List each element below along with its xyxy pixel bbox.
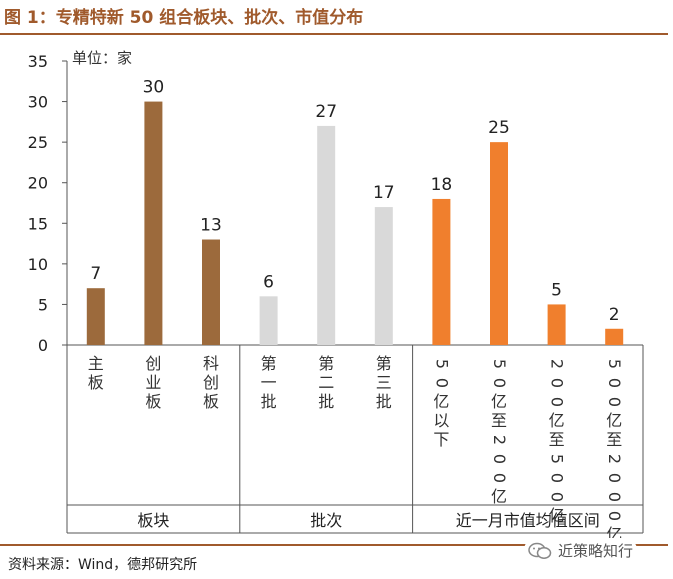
y-tick-label: 0 — [38, 336, 48, 355]
x-tick-label-char: 板 — [88, 373, 104, 392]
x-tick-label-char: 业 — [145, 373, 161, 392]
title-rule — [0, 33, 668, 35]
x-tick-label-char: 二 — [318, 373, 334, 392]
y-tick-label: 30 — [28, 93, 48, 112]
wechat-icon — [528, 542, 552, 559]
watermark-text: 近策略知行 — [558, 542, 634, 560]
x-tick-label-char: 第 — [376, 354, 392, 373]
x-tick-label-char: 下 — [433, 430, 449, 449]
data-label: 7 — [90, 264, 101, 284]
bar — [547, 304, 566, 345]
watermark: 近策略知行 — [524, 538, 638, 563]
data-label: 5 — [551, 280, 562, 300]
bar — [317, 125, 336, 346]
x-tick-label-char: 板 — [145, 392, 161, 411]
data-label: 13 — [200, 216, 222, 236]
x-tick-label-char: 一 — [261, 373, 277, 392]
x-tick-label-char: 第 — [318, 354, 334, 373]
x-tick-label-char: 创 — [203, 373, 219, 392]
y-tick-label: 35 — [28, 52, 48, 71]
x-tick-label-char: 0 — [605, 492, 624, 502]
x-tick-label-char: 主 — [88, 354, 104, 373]
y-tick-label: 5 — [38, 295, 48, 314]
x-tick-label-char: 0 — [605, 473, 624, 483]
x-tick-label-char: 至 — [549, 430, 565, 449]
x-tick-label-char: 亿 — [491, 487, 507, 506]
x-tick-label-char: 第 — [261, 354, 277, 373]
y-tick-label: 25 — [28, 133, 48, 152]
x-tick-label-char: 批 — [261, 392, 277, 411]
x-tick-label-char: 至 — [606, 430, 622, 449]
unit-label: 单位：家 — [72, 49, 132, 67]
data-label: 2 — [609, 305, 620, 325]
x-tick-label-char: 0 — [490, 378, 509, 388]
bar-chart: 单位：家051015202530357主板30创业板13科创板板块6第一批27第… — [28, 49, 644, 541]
y-tick-label: 15 — [28, 214, 48, 233]
x-tick-label-char: 2 — [548, 359, 567, 369]
x-tick-label-char: 2 — [605, 454, 624, 464]
x-tick-label-char: 0 — [490, 454, 509, 464]
data-label: 17 — [373, 183, 395, 203]
x-tick-label-char: 亿 — [549, 506, 565, 525]
x-tick-label-char: 5 — [605, 359, 624, 369]
data-label: 18 — [431, 175, 453, 195]
bar — [490, 142, 508, 345]
bar — [374, 207, 393, 345]
x-tick-label-char: 0 — [490, 473, 509, 483]
x-tick-label-char: 0 — [605, 397, 624, 407]
x-tick-label-char: 以 — [433, 411, 449, 430]
data-label: 27 — [315, 102, 337, 122]
x-tick-label-char: 5 — [548, 454, 567, 464]
x-tick-label-char: 0 — [432, 378, 451, 388]
data-label: 25 — [488, 118, 510, 138]
x-tick-label-char: 批 — [318, 392, 334, 411]
x-tick-label-char: 板 — [203, 392, 219, 411]
x-tick-label-char: 亿 — [433, 392, 449, 411]
x-tick-label-char: 创 — [145, 354, 161, 373]
x-tick-label-char: 0 — [605, 378, 624, 388]
x-tick-label-char: 批 — [376, 392, 392, 411]
x-tick-label-char: 亿 — [491, 392, 507, 411]
figure-title: 图 1：专精特新 50 组合板块、批次、市值分布 — [4, 8, 364, 28]
bar — [86, 288, 105, 345]
bar — [144, 101, 163, 345]
bar — [605, 328, 624, 345]
source-rule — [0, 544, 668, 546]
x-tick-label-char: 5 — [432, 359, 451, 369]
bar — [432, 198, 451, 345]
x-tick-label-char: 0 — [548, 397, 567, 407]
x-tick-label-char: 亿 — [549, 411, 565, 430]
bar — [202, 239, 220, 345]
x-tick-label-char: 0 — [605, 511, 624, 521]
x-tick-label-char: 2 — [490, 435, 509, 445]
group-label: 批次 — [310, 511, 342, 530]
y-tick-label: 10 — [28, 255, 48, 274]
group-label: 板块 — [137, 511, 169, 530]
y-tick-label: 20 — [28, 174, 48, 193]
data-label: 30 — [143, 78, 165, 98]
source-note: 资料来源：Wind，德邦研究所 — [8, 557, 198, 573]
group-label: 近一月市值均值区间 — [456, 511, 600, 530]
x-tick-label-char: 0 — [548, 492, 567, 502]
x-tick-label-char: 三 — [376, 373, 392, 392]
bar — [259, 296, 278, 345]
x-tick-label-char: 科 — [203, 354, 219, 373]
x-tick-label-char: 0 — [548, 473, 567, 483]
x-tick-label-char: 0 — [548, 378, 567, 388]
x-tick-label-char: 5 — [490, 359, 509, 369]
x-tick-label-char: 至 — [491, 411, 507, 430]
x-tick-label-char: 亿 — [606, 411, 622, 430]
data-label: 6 — [263, 272, 274, 292]
